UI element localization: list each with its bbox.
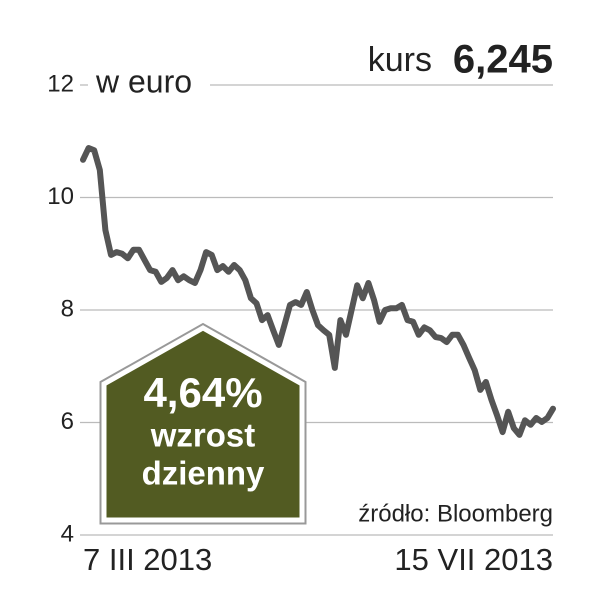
y-tick-label: 12 [47,70,74,97]
y-tick-label: 6 [61,408,74,435]
change-line: dzienny [142,455,265,492]
x-axis: 7 III 2013 15 VII 2013 [83,542,553,577]
axis-unit: w euro [95,63,192,99]
y-tick-label: 4 [61,520,74,547]
current-value: 6,245 [453,38,553,82]
badge-shape [101,325,305,523]
plot [80,145,556,438]
y-tick-label: 10 [47,183,74,210]
change-badge: 4,64% wzrost dzienny [99,322,307,525]
price-line [80,145,556,438]
change-value: 4,64% [143,369,262,416]
unit-background [88,66,210,104]
change-line: wzrost [150,417,256,454]
x-tick-label: 7 III 2013 [83,542,212,577]
y-tick-label: 8 [61,295,74,322]
current-label: kurs [368,41,432,79]
source: źródło: Bloomberg [358,500,553,527]
x-tick-label: 15 VII 2013 [394,542,553,577]
